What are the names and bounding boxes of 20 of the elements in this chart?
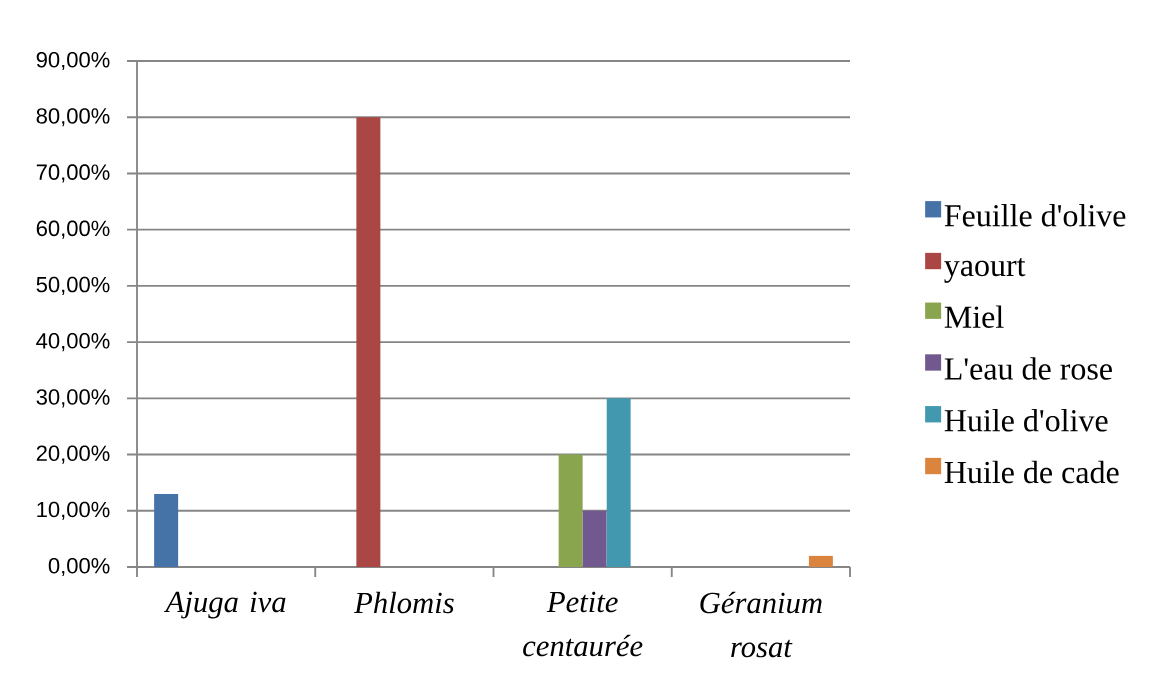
y-tick-label: 10,00% [37,501,110,520]
y-tick-label: 0,00% [48,557,110,577]
y-tick-label: 40,00% [36,333,110,352]
x-tick-label: Ajuga iva [163,591,286,619]
legend-label: Huile de cade [944,460,1119,484]
legend-label: Huile d'olive [944,408,1108,432]
y-tick-label: 80,00% [36,108,110,127]
y-tick-label: 90,00% [36,51,110,71]
x-tick-label: Phlomis [353,591,454,614]
y-tick-label: 60,00% [36,220,110,239]
legend-label: L'eau de rose [944,357,1112,380]
y-tick-label: 30,00% [36,389,110,408]
legend-label: Miel [944,305,1004,328]
y-tick-label: 20,00% [36,445,110,464]
x-tick-label: Géranium rosat [700,591,822,658]
x-tick-label: Petite centaurée [523,591,643,657]
legend-label: yaourt [944,257,1026,283]
y-tick-label: 70,00% [36,164,110,183]
legend-label: Feuille d'olive [944,204,1126,227]
y-tick-label: 50,00% [36,276,110,295]
